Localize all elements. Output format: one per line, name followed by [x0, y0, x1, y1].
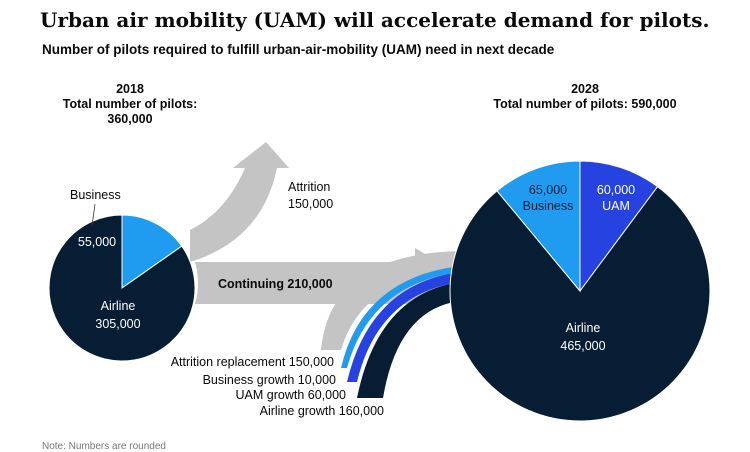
year-2028-total: Total number of pilots: 590,000	[493, 97, 677, 111]
airline-growth-label: Airline growth 160,000	[260, 404, 384, 418]
pie-2018-business-leader-line	[91, 203, 96, 227]
uam-growth-label: UAM growth 60,000	[236, 388, 347, 402]
uam-growth-flow	[347, 272, 460, 382]
pie-2018-airline-name: Airline	[101, 299, 136, 313]
chart-subtitle: Number of pilots required to fulfill urb…	[42, 42, 555, 57]
year-2028-block: 2028 Total number of pilots: 590,000	[470, 82, 700, 112]
pie-2018-business-value: 55,000	[78, 235, 116, 249]
footnote: Note: Numbers are rounded	[42, 441, 166, 452]
pie-2018-business-slice	[121, 214, 183, 289]
attrition-flow-arrow	[190, 142, 289, 262]
pie-2018-airline-slice	[48, 214, 196, 362]
pie-2028-business-slice	[496, 160, 581, 293]
pie-2028-business-value: 65,000	[529, 183, 567, 197]
year-2028-label: 2028	[571, 82, 599, 96]
pie-2028-uam-name: UAM	[602, 199, 630, 213]
attrition-replacement-flow	[321, 251, 460, 350]
pie-2028-airline-value: 465,000	[560, 339, 605, 353]
attrition-replacement-label: Attrition replacement 150,000	[171, 355, 334, 369]
year-2018-block: 2018 Total number of pilots: 360,000	[40, 82, 220, 127]
pie-2028-airline-slice	[449, 185, 711, 422]
pie-2028-uam-value: 60,000	[597, 183, 635, 197]
chart-title: Urban air mobility (UAM) will accelerate…	[40, 8, 710, 32]
pie-2028-uam-slice	[579, 160, 659, 293]
pie-2018-business-name: Business	[70, 188, 121, 202]
pie-2018	[48, 214, 196, 362]
year-2018-total-value: 360,000	[107, 112, 153, 126]
attrition-label: Attrition	[288, 180, 330, 194]
year-2018-label: 2018	[116, 82, 144, 96]
airline-growth-flow	[357, 282, 460, 398]
attrition-value: 150,000	[288, 197, 333, 211]
continuing-label: Continuing 210,000	[218, 277, 333, 291]
pie-2028	[449, 160, 711, 422]
business-growth-flow	[341, 266, 460, 368]
year-2018-total-label: Total number of pilots:	[62, 97, 198, 111]
business-growth-label: Business growth 10,000	[203, 373, 336, 387]
pie-2018-airline-value: 305,000	[95, 317, 140, 331]
pie-2028-business-name: Business	[523, 199, 574, 213]
pie-2028-airline-name: Airline	[566, 321, 601, 335]
